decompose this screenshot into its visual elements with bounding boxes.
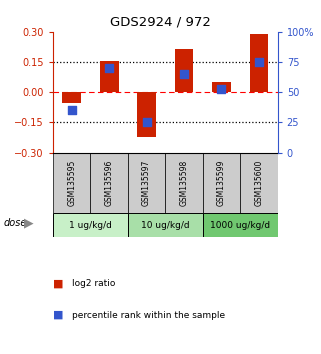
Text: GSM135600: GSM135600 — [255, 160, 264, 206]
Point — [256, 59, 262, 65]
Bar — [128, 153, 165, 213]
Bar — [212, 82, 231, 92]
Point — [181, 71, 187, 77]
Point — [107, 65, 112, 71]
Text: ■: ■ — [53, 310, 64, 320]
Text: log2 ratio: log2 ratio — [72, 279, 116, 288]
Text: GSM135597: GSM135597 — [142, 160, 151, 206]
Text: GSM135595: GSM135595 — [67, 160, 76, 206]
Bar — [240, 153, 278, 213]
Bar — [175, 49, 193, 92]
Text: percentile rank within the sample: percentile rank within the sample — [72, 310, 225, 320]
Text: GSM135599: GSM135599 — [217, 160, 226, 206]
Bar — [100, 61, 118, 92]
Text: ▶: ▶ — [24, 217, 34, 230]
Bar — [62, 92, 81, 103]
Text: dose: dose — [3, 218, 27, 228]
Bar — [203, 213, 278, 237]
Bar — [137, 92, 156, 137]
Text: GSM135596: GSM135596 — [105, 160, 114, 206]
Bar — [91, 153, 128, 213]
Text: ■: ■ — [53, 278, 64, 288]
Bar — [250, 34, 268, 92]
Bar — [53, 213, 128, 237]
Point — [144, 120, 149, 125]
Text: 10 ug/kg/d: 10 ug/kg/d — [141, 221, 190, 230]
Bar — [203, 153, 240, 213]
Text: 1 ug/kg/d: 1 ug/kg/d — [69, 221, 112, 230]
Text: GSM135598: GSM135598 — [179, 160, 188, 206]
Bar — [165, 153, 203, 213]
Text: GDS2924 / 972: GDS2924 / 972 — [110, 16, 211, 29]
Point — [219, 86, 224, 91]
Bar — [128, 213, 203, 237]
Text: 1000 ug/kg/d: 1000 ug/kg/d — [210, 221, 270, 230]
Bar — [53, 153, 91, 213]
Point — [69, 108, 74, 113]
